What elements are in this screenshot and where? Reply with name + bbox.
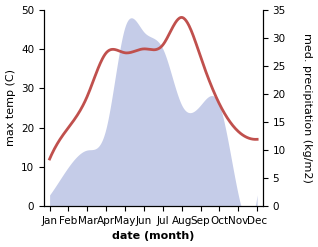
Y-axis label: max temp (C): max temp (C) (5, 69, 16, 146)
X-axis label: date (month): date (month) (112, 231, 195, 242)
Y-axis label: med. precipitation (kg/m2): med. precipitation (kg/m2) (302, 33, 313, 183)
